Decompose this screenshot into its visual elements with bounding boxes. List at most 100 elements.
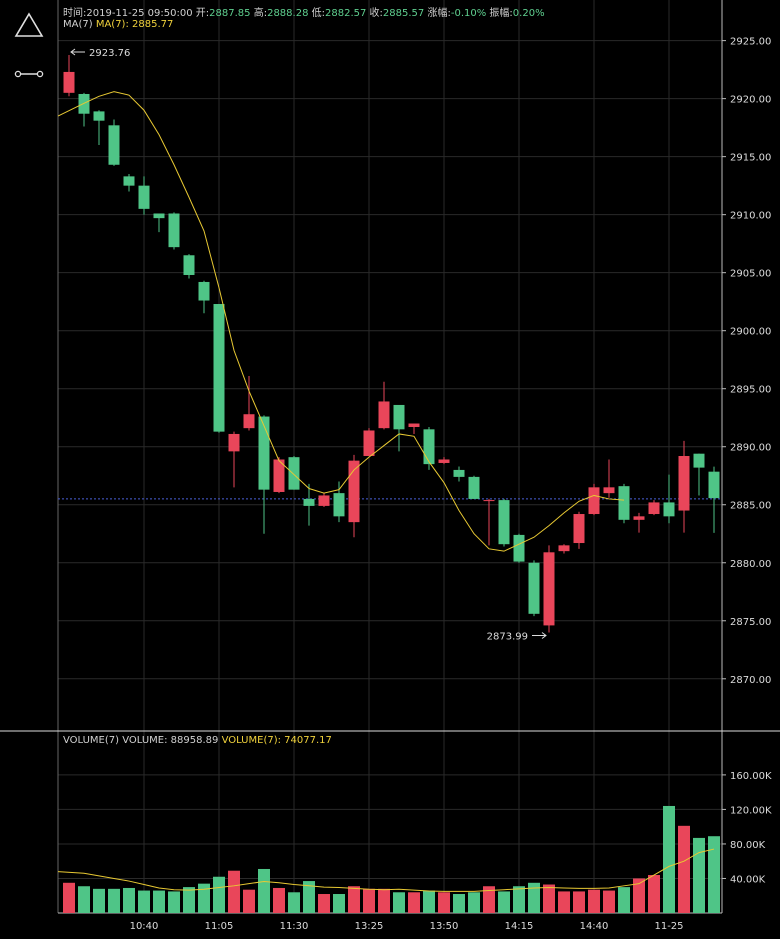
- candle-body: [468, 476, 480, 499]
- y-tick-label: 2905.00: [730, 269, 771, 280]
- candle-body: [393, 404, 405, 430]
- min-price-label: 2873.99: [487, 631, 528, 642]
- x-tick-label: 11:05: [205, 921, 234, 932]
- candle-body: [483, 500, 495, 502]
- volume-bar: [318, 894, 330, 913]
- volume-bar: [513, 886, 525, 913]
- volume-bar: [633, 878, 645, 913]
- y-tick-label: 2900.00: [730, 327, 771, 338]
- candle-body: [213, 304, 225, 432]
- close-value: 2885.57: [382, 8, 425, 19]
- volume-bar: [198, 883, 210, 913]
- candle-body: [693, 453, 705, 468]
- max-price-label: 2923.76: [89, 48, 130, 59]
- volume-bar: [453, 894, 465, 913]
- x-tick-label: 14:15: [505, 921, 534, 932]
- volume-bar: [273, 887, 285, 913]
- volume-bar: [363, 888, 375, 913]
- candle-body: [228, 433, 240, 452]
- y-tick-label: 2870.00: [730, 675, 771, 686]
- candle-body: [573, 514, 585, 544]
- volume-bar: [498, 891, 510, 913]
- volume-bar: [618, 887, 630, 913]
- y-tick-label: 2880.00: [730, 559, 771, 570]
- candle-body: [303, 498, 315, 506]
- x-tick-label: 13:25: [355, 921, 384, 932]
- volume-bar: [183, 887, 195, 913]
- volume-bar: [138, 890, 150, 913]
- volume-tick-label: 80.00K: [730, 840, 766, 851]
- y-tick-label: 2910.00: [730, 211, 771, 222]
- candle-body: [528, 562, 540, 614]
- candle-body: [513, 534, 525, 562]
- open-value: 2887.85: [209, 8, 251, 19]
- volume-info-bar: VOLUME(7) VOLUME: 88958.89 VOLUME(7): 74…: [63, 735, 332, 746]
- amplitude-value: 0.20%: [512, 8, 545, 19]
- volume-bar: [303, 881, 315, 913]
- candle-body: [123, 176, 135, 186]
- candle-body: [108, 125, 120, 165]
- y-tick-label: 2925.00: [730, 37, 771, 48]
- x-tick-label: 11:30: [280, 921, 309, 932]
- y-tick-label: 2875.00: [730, 617, 771, 628]
- candle-body: [603, 487, 615, 494]
- candle-body: [183, 255, 195, 275]
- volume-value: VOLUME: 88958.89: [122, 735, 219, 746]
- max-arrow-head: [70, 48, 76, 56]
- volume-ma7-line: [57, 848, 715, 892]
- candle-body: [558, 545, 570, 552]
- x-tick-label: 13:50: [430, 921, 459, 932]
- min-arrow-head: [541, 632, 547, 639]
- candle-body: [498, 500, 510, 545]
- candle-body: [618, 486, 630, 520]
- candle-body: [153, 213, 165, 219]
- volume-tick-label: 160.00K: [730, 771, 772, 782]
- segment-draw-icon[interactable]: [0, 66, 58, 82]
- ma-label: MA(7): [63, 19, 93, 30]
- candle-body: [273, 459, 285, 492]
- candle-body: [93, 111, 105, 121]
- volume-bar: [483, 886, 495, 913]
- volume-bar: [108, 888, 120, 913]
- volume-bar: [708, 836, 720, 913]
- candle-body: [633, 516, 645, 520]
- low-label: 低:: [311, 8, 325, 19]
- high-label: 高:: [253, 8, 268, 19]
- volume-bar: [213, 876, 225, 913]
- candle-body: [408, 423, 420, 427]
- volume-bar: [558, 891, 570, 913]
- triangle-draw-icon[interactable]: [0, 12, 58, 38]
- candle-body: [648, 502, 660, 515]
- candle-body: [348, 460, 360, 523]
- candle-body: [198, 281, 210, 301]
- volume-bar: [468, 892, 480, 913]
- volume-bar: [378, 888, 390, 913]
- candle-body: [318, 495, 330, 506]
- volume-bar: [153, 890, 165, 913]
- change-value: -0.10%: [450, 8, 487, 19]
- candle-body: [63, 71, 75, 93]
- high-value: 2888.28: [267, 8, 309, 19]
- y-tick-label: 2895.00: [730, 385, 771, 396]
- time-label: 时间:: [63, 8, 87, 19]
- open-label: 开:: [195, 8, 210, 19]
- volume-tick-label: 40.00K: [730, 874, 766, 885]
- candle-body: [258, 416, 270, 490]
- candle-body: [438, 459, 450, 463]
- volume-bar: [543, 884, 555, 913]
- close-label: 收:: [369, 8, 383, 19]
- candle-body: [588, 487, 600, 515]
- change-label: 涨幅:: [427, 8, 451, 19]
- ohlc-info-bar: 时间:2019-11-25 09:50:00 开:2887.85 高:2888.…: [63, 4, 545, 19]
- volume-bar: [438, 892, 450, 913]
- x-tick-label: 14:40: [580, 921, 609, 932]
- low-value: 2882.57: [325, 8, 367, 19]
- candle-body: [543, 552, 555, 626]
- candle-body: [708, 471, 720, 499]
- candle-body: [288, 457, 300, 490]
- y-tick-label: 2915.00: [730, 153, 771, 164]
- volume-bar: [678, 825, 690, 913]
- volume-bar: [648, 875, 660, 913]
- ma-value: MA(7): 2885.77: [95, 19, 174, 30]
